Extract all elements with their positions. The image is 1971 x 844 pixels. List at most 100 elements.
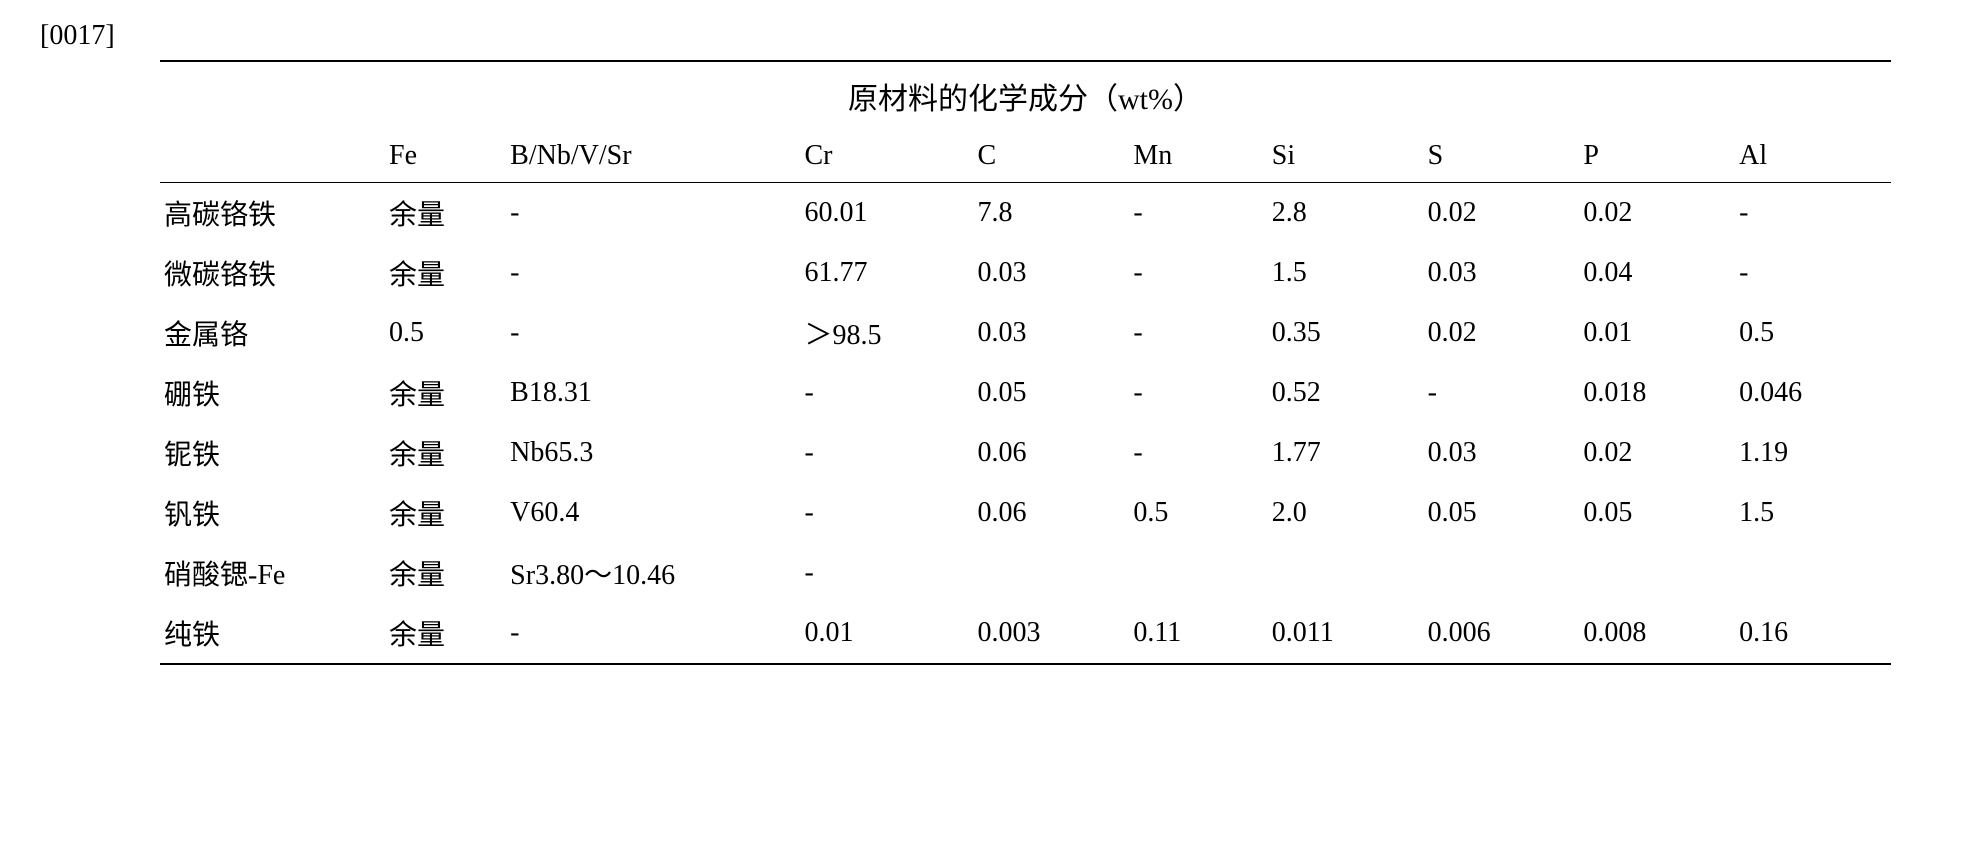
cell	[1735, 543, 1891, 603]
cell: 0.5	[1129, 483, 1267, 543]
header-cell: B/Nb/V/Sr	[506, 130, 800, 183]
cell: -	[506, 183, 800, 244]
cell: 0.03	[1424, 423, 1580, 483]
table-wrapper: 原材料的化学成分（wt%） Fe B/Nb/V/Sr Cr C Mn Si S …	[40, 60, 1931, 665]
row-name: 钒铁	[160, 483, 385, 543]
cell: -	[1129, 363, 1267, 423]
cell: 余量	[385, 543, 506, 603]
table-row: 金属铬 0.5 - ＞98.5 0.03 - 0.35 0.02 0.01 0.…	[160, 303, 1891, 363]
cell	[1268, 543, 1424, 603]
row-name: 微碳铬铁	[160, 243, 385, 303]
table-row: 微碳铬铁 余量 - 61.77 0.03 - 1.5 0.03 0.04 -	[160, 243, 1891, 303]
table-row: 高碳铬铁 余量 - 60.01 7.8 - 2.8 0.02 0.02 -	[160, 183, 1891, 244]
table-header-row: Fe B/Nb/V/Sr Cr C Mn Si S P Al	[160, 130, 1891, 183]
cell: Sr3.80～10.46	[506, 543, 800, 603]
document-container: [0017] 原材料的化学成分（wt%） Fe B/Nb/V/Sr	[40, 20, 1931, 665]
header-cell: Cr	[800, 130, 973, 183]
cell: 61.77	[800, 243, 973, 303]
header-cell: C	[974, 130, 1130, 183]
cell: 0.35	[1268, 303, 1424, 363]
cell: 0.018	[1579, 363, 1735, 423]
cell: -	[506, 243, 800, 303]
cell: -	[800, 363, 973, 423]
header-cell: P	[1579, 130, 1735, 183]
cell: ＞98.5	[800, 303, 973, 363]
cell: 0.011	[1268, 603, 1424, 664]
cell: -	[1735, 243, 1891, 303]
row-name: 金属铬	[160, 303, 385, 363]
cell	[1579, 543, 1735, 603]
cell: 0.5	[385, 303, 506, 363]
cell: 0.006	[1424, 603, 1580, 664]
table-row: 硼铁 余量 B18.31 - 0.05 - 0.52 - 0.018 0.046	[160, 363, 1891, 423]
cell: 2.8	[1268, 183, 1424, 244]
paragraph-label: [0017]	[40, 20, 1931, 52]
cell: 0.046	[1735, 363, 1891, 423]
header-cell: S	[1424, 130, 1580, 183]
cell: -	[800, 543, 973, 603]
cell: 0.5	[1735, 303, 1891, 363]
cell: 0.01	[1579, 303, 1735, 363]
cell: 2.0	[1268, 483, 1424, 543]
cell: -	[1129, 303, 1267, 363]
cell: 0.04	[1579, 243, 1735, 303]
table-row: 纯铁 余量 - 0.01 0.003 0.11 0.011 0.006 0.00…	[160, 603, 1891, 664]
cell: 余量	[385, 363, 506, 423]
cell: 0.16	[1735, 603, 1891, 664]
cell: 0.06	[974, 423, 1130, 483]
cell: Nb65.3	[506, 423, 800, 483]
cell: 余量	[385, 603, 506, 664]
cell: -	[800, 423, 973, 483]
row-name: 铌铁	[160, 423, 385, 483]
cell: 余量	[385, 243, 506, 303]
header-cell	[160, 130, 385, 183]
cell: 0.01	[800, 603, 973, 664]
row-name: 纯铁	[160, 603, 385, 664]
cell	[1424, 543, 1580, 603]
cell: 余量	[385, 183, 506, 244]
row-name: 高碳铬铁	[160, 183, 385, 244]
cell: 0.05	[1579, 483, 1735, 543]
cell: 0.06	[974, 483, 1130, 543]
header-cell: Si	[1268, 130, 1424, 183]
header-cell: Al	[1735, 130, 1891, 183]
cell: 0.52	[1268, 363, 1424, 423]
table-title-row: 原材料的化学成分（wt%）	[160, 61, 1891, 130]
cell: 1.5	[1268, 243, 1424, 303]
cell: 0.02	[1579, 423, 1735, 483]
cell: 1.77	[1268, 423, 1424, 483]
cell: 0.02	[1424, 303, 1580, 363]
cell: 60.01	[800, 183, 973, 244]
cell: 0.03	[974, 243, 1130, 303]
cell: 1.5	[1735, 483, 1891, 543]
cell: -	[1129, 183, 1267, 244]
cell: B18.31	[506, 363, 800, 423]
table-row: 钒铁 余量 V60.4 - 0.06 0.5 2.0 0.05 0.05 1.5	[160, 483, 1891, 543]
cell: 7.8	[974, 183, 1130, 244]
cell: -	[800, 483, 973, 543]
table-row: 硝酸锶-Fe 余量 Sr3.80～10.46 -	[160, 543, 1891, 603]
cell: 余量	[385, 423, 506, 483]
cell: -	[506, 303, 800, 363]
cell: 余量	[385, 483, 506, 543]
cell: V60.4	[506, 483, 800, 543]
cell	[974, 543, 1130, 603]
cell: -	[1129, 423, 1267, 483]
cell: -	[506, 603, 800, 664]
cell: -	[1735, 183, 1891, 244]
cell: 1.19	[1735, 423, 1891, 483]
table-title: 原材料的化学成分（wt%）	[160, 61, 1891, 130]
cell: 0.05	[1424, 483, 1580, 543]
row-name: 硼铁	[160, 363, 385, 423]
cell: 0.003	[974, 603, 1130, 664]
cell: 0.03	[974, 303, 1130, 363]
table-row: 铌铁 余量 Nb65.3 - 0.06 - 1.77 0.03 0.02 1.1…	[160, 423, 1891, 483]
composition-table: 原材料的化学成分（wt%） Fe B/Nb/V/Sr Cr C Mn Si S …	[160, 60, 1891, 665]
cell: 0.02	[1424, 183, 1580, 244]
cell: 0.05	[974, 363, 1130, 423]
cell: -	[1424, 363, 1580, 423]
row-name: 硝酸锶-Fe	[160, 543, 385, 603]
cell: 0.008	[1579, 603, 1735, 664]
header-cell: Mn	[1129, 130, 1267, 183]
header-cell: Fe	[385, 130, 506, 183]
